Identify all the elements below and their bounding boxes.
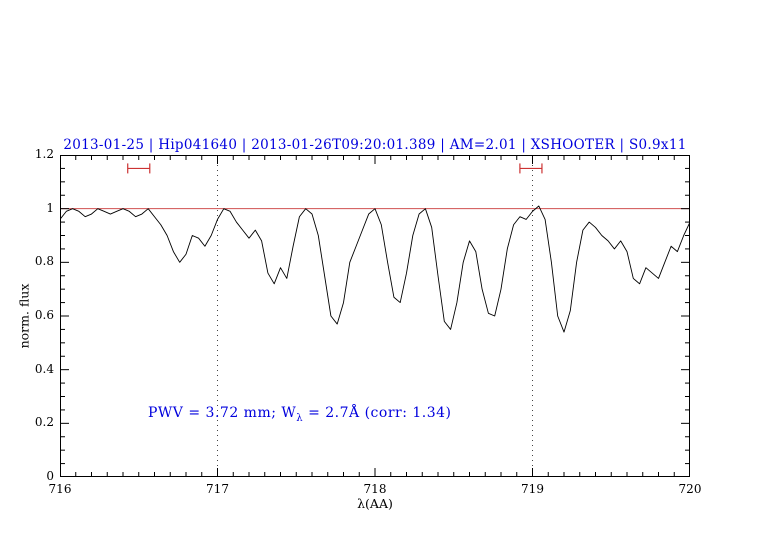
y-axis-title: norm. flux [16, 283, 32, 349]
plot-area [59, 154, 691, 478]
pwv-annotation: PWV = 3.72 mm; Wλ = 2.7Å (corr: 1.34) [148, 405, 452, 424]
annotation-text-post: = 2.7Å (corr: 1.34) [303, 405, 452, 421]
y-tick-label: 1.2 [34, 147, 54, 161]
annotation-text-pre: PWV = 3.72 mm; W [148, 405, 297, 421]
y-tick-label: 0.8 [34, 254, 54, 269]
x-axis-title: λ(AA) [357, 496, 393, 511]
x-tick-label: 717 [206, 482, 229, 496]
y-tick-label: 0 [46, 469, 54, 483]
x-tick-label: 718 [363, 482, 387, 496]
y-tick-label: 0.4 [34, 361, 54, 376]
y-tick-label: 1 [46, 200, 54, 215]
annotation-lambda-subscript: λ [296, 412, 304, 424]
y-tick-label: 0.6 [34, 308, 54, 322]
x-tick-label: 720 [678, 482, 702, 496]
spectrum-plot-canvas [59, 154, 691, 478]
x-tick-label: 716 [48, 482, 72, 496]
y-tick-label: 0.2 [34, 415, 54, 430]
plot-title: 2013-01-25 | Hip041640 | 2013-01-26T09:2… [63, 137, 687, 153]
x-tick-label: 719 [521, 482, 544, 496]
